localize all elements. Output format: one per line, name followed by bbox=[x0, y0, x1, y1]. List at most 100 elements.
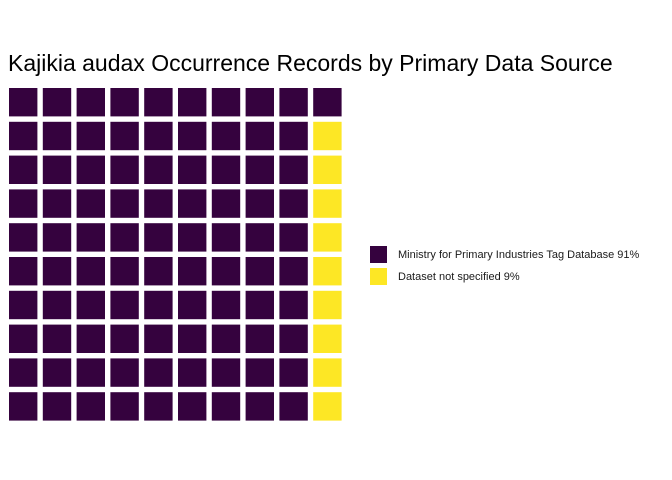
waffle-cell bbox=[211, 189, 241, 218]
waffle-cell bbox=[76, 358, 105, 387]
waffle-cell bbox=[144, 155, 173, 184]
waffle-cell bbox=[144, 88, 173, 117]
waffle-cell bbox=[110, 257, 139, 286]
waffle-cell bbox=[9, 324, 38, 353]
waffle-cell bbox=[313, 392, 342, 421]
waffle-cell bbox=[9, 223, 38, 252]
legend-item-ministry: Ministry for Primary Industries Tag Data… bbox=[370, 244, 639, 265]
waffle-cell bbox=[245, 88, 274, 117]
waffle-cell bbox=[42, 392, 72, 421]
waffle-cell bbox=[9, 155, 38, 184]
waffle-cell bbox=[110, 324, 139, 353]
waffle-cell bbox=[178, 189, 207, 218]
waffle-cell bbox=[245, 290, 274, 320]
waffle-cell bbox=[279, 223, 308, 252]
waffle-cell bbox=[178, 223, 207, 252]
waffle-cell bbox=[245, 121, 274, 151]
waffle-cell bbox=[144, 392, 173, 421]
waffle-cell bbox=[211, 324, 241, 353]
waffle-cell bbox=[178, 358, 207, 387]
waffle-cell bbox=[279, 392, 308, 421]
waffle-cell bbox=[76, 189, 105, 218]
waffle-cell bbox=[178, 155, 207, 184]
waffle-cell bbox=[9, 121, 38, 151]
waffle-cell bbox=[313, 88, 342, 117]
legend-label-ministry: Ministry for Primary Industries Tag Data… bbox=[398, 248, 640, 261]
waffle-cell bbox=[42, 88, 72, 117]
waffle-cell bbox=[178, 392, 207, 421]
waffle-cell bbox=[211, 155, 241, 184]
legend-swatch-ministry bbox=[370, 246, 387, 263]
waffle-cell bbox=[211, 290, 241, 320]
waffle-cell bbox=[144, 324, 173, 353]
waffle-cell bbox=[42, 121, 72, 151]
waffle-cell bbox=[313, 155, 342, 184]
waffle-cell bbox=[279, 189, 308, 218]
waffle-cell bbox=[76, 121, 105, 151]
waffle-cell bbox=[211, 121, 241, 151]
waffle-cell bbox=[9, 290, 38, 320]
waffle-cell bbox=[110, 189, 139, 218]
waffle-cell bbox=[76, 223, 105, 252]
waffle-cell bbox=[279, 358, 308, 387]
waffle-cell bbox=[178, 88, 207, 117]
waffle-cell bbox=[42, 358, 72, 387]
legend-label-not-specified: Dataset not specified 9% bbox=[398, 270, 520, 283]
waffle-cell bbox=[178, 257, 207, 286]
waffle-cell bbox=[42, 155, 72, 184]
waffle-cell bbox=[144, 257, 173, 286]
waffle-cell bbox=[178, 290, 207, 320]
waffle-cell bbox=[313, 189, 342, 218]
waffle-cell bbox=[279, 290, 308, 320]
waffle-cell bbox=[245, 257, 274, 286]
waffle-cell bbox=[279, 88, 308, 117]
waffle-cell bbox=[9, 189, 38, 218]
waffle-cell bbox=[144, 223, 173, 252]
waffle-cell bbox=[110, 155, 139, 184]
waffle-cell bbox=[313, 223, 342, 252]
waffle-cell bbox=[144, 121, 173, 151]
waffle-cell bbox=[9, 257, 38, 286]
waffle-cell bbox=[9, 358, 38, 387]
legend-item-not-specified: Dataset not specified 9% bbox=[370, 266, 639, 287]
waffle-cell bbox=[42, 257, 72, 286]
waffle-cell bbox=[144, 290, 173, 320]
waffle-cell bbox=[76, 290, 105, 320]
waffle-cell bbox=[211, 88, 241, 117]
waffle-cell bbox=[313, 121, 342, 151]
waffle-cell bbox=[279, 324, 308, 353]
waffle-cell bbox=[313, 358, 342, 387]
waffle-cell bbox=[42, 189, 72, 218]
waffle-cell bbox=[211, 358, 241, 387]
waffle-cell bbox=[245, 223, 274, 252]
waffle-cell bbox=[42, 324, 72, 353]
waffle-cell bbox=[76, 324, 105, 353]
waffle-cell bbox=[313, 257, 342, 286]
waffle-cell bbox=[245, 358, 274, 387]
waffle-cell bbox=[110, 358, 139, 387]
waffle-cell bbox=[144, 358, 173, 387]
waffle-cell bbox=[245, 189, 274, 218]
waffle-cell bbox=[211, 223, 241, 252]
waffle-cell bbox=[211, 392, 241, 421]
waffle-cell bbox=[9, 88, 38, 117]
waffle-cell bbox=[9, 392, 38, 421]
waffle-cell bbox=[211, 257, 241, 286]
waffle-cell bbox=[178, 324, 207, 353]
waffle-cell bbox=[76, 257, 105, 286]
waffle-cell bbox=[144, 189, 173, 218]
waffle-cell bbox=[245, 392, 274, 421]
waffle-cell bbox=[279, 257, 308, 286]
chart-title: Kajikia audax Occurrence Records by Prim… bbox=[8, 50, 613, 76]
waffle-cell bbox=[110, 88, 139, 117]
waffle-cell bbox=[279, 155, 308, 184]
waffle-cell bbox=[279, 121, 308, 151]
waffle-cell bbox=[245, 155, 274, 184]
waffle-cell bbox=[313, 290, 342, 320]
legend-swatch-not-specified bbox=[370, 268, 387, 285]
waffle-cell bbox=[245, 324, 274, 353]
waffle-cell bbox=[110, 223, 139, 252]
waffle-cell bbox=[42, 223, 72, 252]
